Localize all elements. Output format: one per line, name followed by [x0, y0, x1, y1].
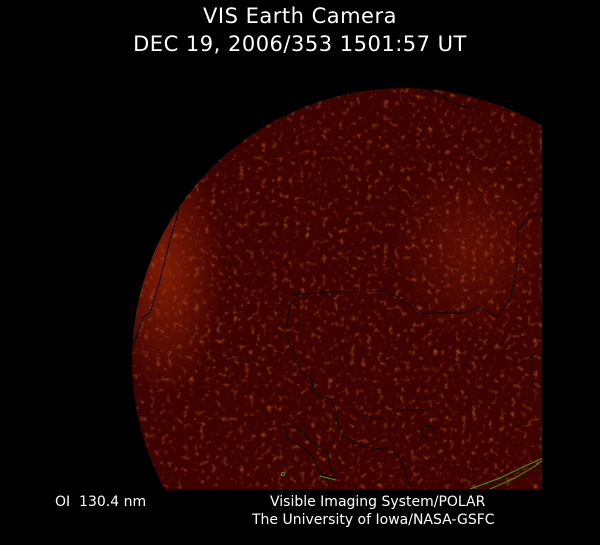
dayglow-patch — [390, 160, 542, 340]
observation-timestamp: DEC 19, 2006/353 1501:57 UT — [133, 32, 467, 56]
instrument-credit: Visible Imaging System/POLAR — [270, 494, 486, 510]
institution-credit: The University of Iowa/NASA-GSFC — [252, 512, 495, 528]
filter-label: OI 130.4 nm — [55, 494, 147, 510]
limb-glow — [132, 140, 225, 400]
image-title: VIS Earth Camera — [203, 4, 397, 28]
coastlines — [132, 80, 542, 489]
overlay-lines — [281, 457, 542, 489]
